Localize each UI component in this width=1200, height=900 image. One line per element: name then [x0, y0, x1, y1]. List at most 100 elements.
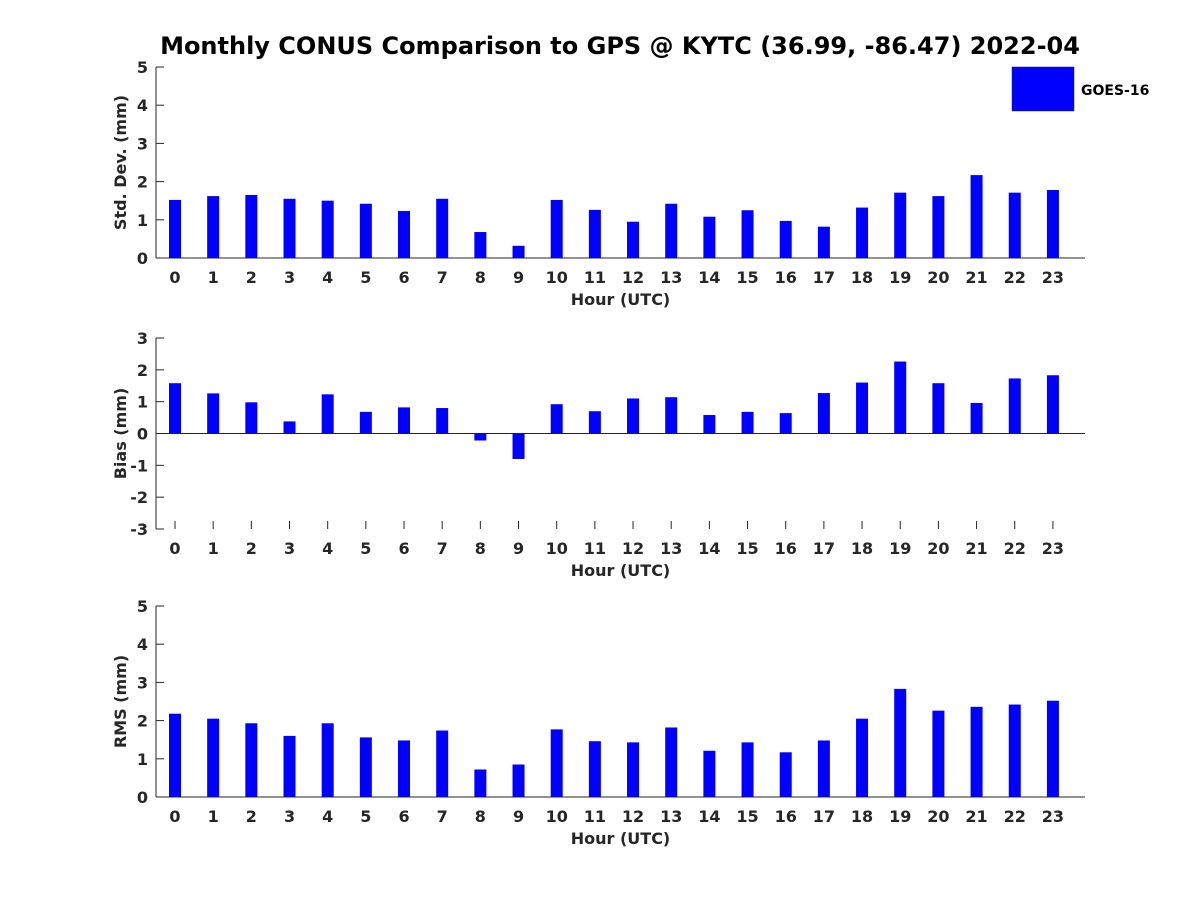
x-tick-label: 9 [513, 268, 524, 287]
bar [970, 706, 983, 797]
bar [550, 729, 563, 797]
x-tick-label: 3 [284, 539, 295, 558]
x-tick-label: 22 [1004, 539, 1026, 558]
x-tick-label: 2 [246, 807, 257, 826]
bar [779, 413, 792, 434]
x-tick-label: 15 [736, 539, 758, 558]
bar [779, 220, 792, 258]
x-tick-label: 1 [208, 268, 219, 287]
x-tick-label: 6 [398, 539, 409, 558]
y-tick-label: 2 [137, 173, 148, 192]
bar [169, 713, 181, 797]
y-tick-label: 3 [137, 329, 148, 348]
y-tick-label: 0 [137, 249, 148, 268]
x-tick-label: 16 [775, 268, 797, 287]
x-tick-label: 6 [398, 268, 409, 287]
bar [1046, 375, 1059, 434]
x-tick-label: 8 [475, 539, 486, 558]
bar [627, 398, 640, 434]
bar [932, 710, 945, 797]
x-tick-label: 1 [208, 807, 219, 826]
bar [398, 211, 411, 258]
x-tick-label: 22 [1004, 268, 1026, 287]
y-tick-label: 5 [137, 597, 148, 616]
bar [894, 192, 907, 258]
x-tick-label: 6 [398, 807, 409, 826]
x-tick-label: 19 [889, 539, 911, 558]
y-tick-label: 1 [137, 393, 148, 412]
x-tick-label: 18 [851, 807, 873, 826]
bar [512, 433, 525, 459]
bar [169, 199, 181, 258]
x-tick-label: 4 [322, 539, 333, 558]
bar [436, 730, 449, 797]
x-tick-label: 11 [584, 807, 606, 826]
x-tick-label: 14 [698, 539, 720, 558]
bar [474, 769, 487, 797]
bar [1046, 190, 1059, 258]
x-tick-label: 9 [513, 807, 524, 826]
legend-label-goes-16: GOES-16 [1081, 83, 1149, 99]
bar [169, 383, 181, 434]
x-tick-label: 21 [965, 539, 987, 558]
x-tick-label: 20 [927, 539, 949, 558]
x-tick-label: 5 [360, 539, 371, 558]
bar [512, 764, 525, 797]
x-tick-label: 0 [169, 539, 180, 558]
x-tick-label: 12 [622, 807, 644, 826]
bar [398, 740, 411, 797]
bar [1008, 704, 1021, 797]
bar [283, 421, 296, 434]
x-tick-label: 17 [813, 539, 835, 558]
bar [321, 200, 334, 258]
bar [474, 433, 487, 441]
x-tick-label: 23 [1042, 539, 1064, 558]
x-tick-label: 19 [889, 807, 911, 826]
x-tick-label: 1 [208, 539, 219, 558]
y-tick-label: 4 [137, 96, 148, 115]
y-tick-label: 3 [137, 134, 148, 153]
x-tick-label: 19 [889, 268, 911, 287]
bar [932, 383, 945, 434]
x-tick-label: 0 [169, 807, 180, 826]
x-tick-label: 10 [546, 539, 568, 558]
x-tick-label: 0 [169, 268, 180, 287]
x-tick-label: 7 [437, 539, 448, 558]
x-tick-label: 15 [736, 807, 758, 826]
y-tick-label: 5 [137, 58, 148, 77]
bar [512, 245, 525, 258]
bar [894, 688, 907, 797]
bar [398, 407, 411, 434]
x-tick-label: 4 [322, 807, 333, 826]
bar [550, 404, 563, 434]
bar [856, 382, 869, 434]
bar [321, 723, 334, 797]
x-axis-label: Hour (UTC) [571, 829, 671, 848]
x-tick-label: 11 [584, 268, 606, 287]
bar [321, 394, 334, 434]
y-tick-label: -3 [130, 520, 148, 539]
legend-swatch-goes-16 [1011, 66, 1075, 112]
y-tick-label: -1 [130, 456, 148, 475]
y-axis-label: RMS (mm) [111, 655, 130, 748]
y-tick-label: -2 [130, 488, 148, 507]
x-tick-label: 18 [851, 268, 873, 287]
bar [627, 742, 640, 797]
y-tick-label: 0 [137, 788, 148, 807]
x-tick-label: 17 [813, 807, 835, 826]
bar [207, 196, 220, 258]
bar [359, 411, 372, 434]
bar [856, 718, 869, 797]
bar [665, 397, 678, 434]
x-tick-label: 23 [1042, 268, 1064, 287]
y-axis-label: Std. Dev. (mm) [111, 95, 130, 230]
bar [359, 203, 372, 258]
x-tick-label: 17 [813, 268, 835, 287]
bar [817, 393, 830, 434]
x-tick-label: 20 [927, 807, 949, 826]
bar [1046, 700, 1059, 797]
chart-title: Monthly CONUS Comparison to GPS @ KYTC (… [160, 32, 1080, 60]
